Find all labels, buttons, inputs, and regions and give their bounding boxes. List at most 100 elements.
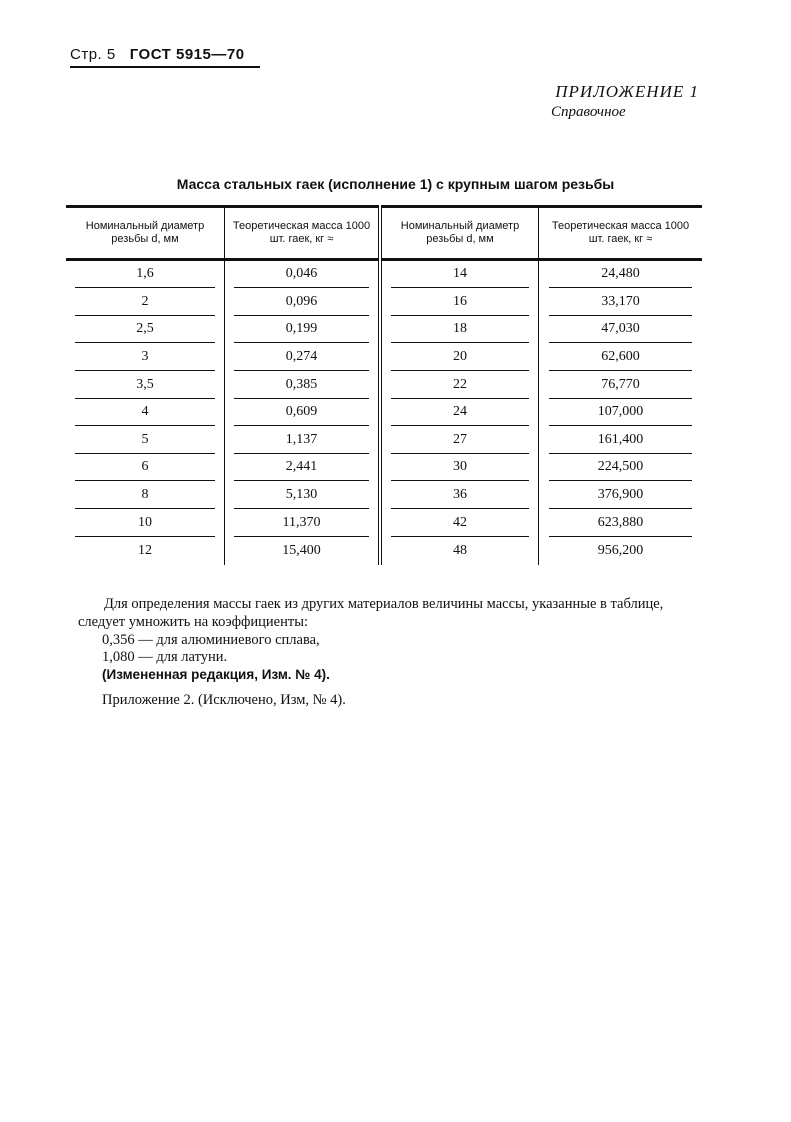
cell-value: 956,200 bbox=[597, 542, 644, 558]
mass-table: Номинальный диаметр резьбы d, мм Теорети… bbox=[66, 205, 702, 565]
cell-value: 1,6 bbox=[75, 261, 215, 289]
page-header: Стр. 5 ГОСТ 5915—70 bbox=[70, 46, 260, 68]
table-cell: 0,274 bbox=[224, 343, 380, 372]
cell-value: 376,900 bbox=[548, 482, 693, 510]
table-cell: 14 bbox=[378, 259, 539, 289]
table-row: 4 0,609 24 107,000 bbox=[66, 398, 702, 427]
table-row: 10 11,370 42 623,880 bbox=[66, 509, 702, 537]
table-cell: 0,046 bbox=[224, 259, 380, 289]
cell-value: 224,500 bbox=[548, 454, 693, 482]
appendix-title: ПРИЛОЖЕНИЕ 1 bbox=[555, 82, 699, 101]
appendix2-note: Приложение 2. (Исключено, Изм, № 4). bbox=[102, 692, 346, 708]
cell-value: 161,400 bbox=[548, 427, 693, 454]
table-row: 2,5 0,199 18 47,030 bbox=[66, 316, 702, 344]
standard-number: ГОСТ 5915—70 bbox=[129, 46, 245, 63]
cell-value: 16 bbox=[391, 289, 529, 316]
table-row: 3 0,274 20 62,600 bbox=[66, 343, 702, 372]
coefficient-aluminium: 0,356 — для алюминиевого сплава, bbox=[102, 632, 320, 648]
table-cell: 0,385 bbox=[224, 371, 380, 399]
table-cell: 1,137 bbox=[224, 426, 380, 455]
table-cell: 33,170 bbox=[538, 288, 702, 317]
table-cell: 0,096 bbox=[224, 288, 380, 317]
cell-value: 0,385 bbox=[234, 372, 369, 399]
cell-value: 1,137 bbox=[234, 427, 369, 454]
cell-value: 0,046 bbox=[234, 261, 369, 289]
table-cell: 24,480 bbox=[538, 259, 702, 289]
cell-value: 36 bbox=[391, 482, 529, 510]
change-note: (Измененная редакция, Изм. № 4). bbox=[102, 667, 330, 682]
table-cell: 2 bbox=[66, 289, 225, 317]
cell-value: 47,030 bbox=[548, 316, 693, 344]
table-title: Масса стальных гаек (исполнение 1) с кру… bbox=[176, 176, 615, 192]
col-header: Номинальный диаметр резьбы d, мм bbox=[66, 205, 225, 261]
cell-value: 5 bbox=[75, 427, 215, 454]
cell-value: 623,880 bbox=[548, 510, 693, 537]
table-cell: 956,200 bbox=[538, 536, 702, 565]
table-cell: 36 bbox=[378, 481, 539, 510]
table-cell: 161,400 bbox=[538, 426, 702, 455]
cell-value: 0,096 bbox=[234, 289, 369, 316]
cell-value: 107,000 bbox=[548, 399, 693, 427]
cell-value: 3,5 bbox=[75, 372, 215, 399]
cell-value: 5,130 bbox=[234, 482, 369, 510]
table-cell: 623,880 bbox=[538, 509, 702, 537]
table-cell: 6 bbox=[66, 454, 225, 482]
cell-value: 2 bbox=[75, 289, 215, 316]
cell-value: 42 bbox=[391, 510, 529, 537]
table-cell: 5 bbox=[66, 427, 225, 455]
cell-value: 2,5 bbox=[75, 316, 215, 344]
cell-value: 76,770 bbox=[548, 372, 693, 399]
table-cell: 42 bbox=[378, 509, 539, 537]
cell-value: 10 bbox=[75, 510, 215, 537]
table-row: 5 1,137 27 161,400 bbox=[66, 426, 702, 455]
table-cell: 22 bbox=[378, 371, 539, 399]
table-cell: 376,900 bbox=[538, 481, 702, 510]
table-cell: 30 bbox=[378, 454, 539, 482]
cell-value: 0,609 bbox=[234, 399, 369, 427]
coefficient-brass: 1,080 — для латуни. bbox=[102, 649, 228, 665]
table-row: 6 2,441 30 224,500 bbox=[66, 454, 702, 482]
table-cell: 12 bbox=[66, 537, 225, 565]
appendix-subtitle: Справочное bbox=[551, 104, 626, 120]
col-header: Номинальный диаметр резьбы d, мм bbox=[378, 205, 539, 261]
table-cell: 2,5 bbox=[66, 316, 225, 344]
table-cell: 3 bbox=[66, 344, 225, 372]
cell-value: 18 bbox=[391, 316, 529, 344]
table-cell: 4 bbox=[66, 399, 225, 427]
cell-value: 62,600 bbox=[548, 344, 693, 372]
table-cell: 62,600 bbox=[538, 343, 702, 372]
cell-value: 33,170 bbox=[548, 289, 693, 316]
table-cell: 24 bbox=[378, 398, 539, 427]
table-cell: 0,609 bbox=[224, 398, 380, 427]
table-cell: 0,199 bbox=[224, 316, 380, 344]
cell-value: 27 bbox=[391, 427, 529, 454]
cell-value: 12 bbox=[138, 542, 152, 558]
cell-value: 24,480 bbox=[548, 261, 693, 289]
cell-value: 20 bbox=[391, 344, 529, 372]
table-cell: 27 bbox=[378, 426, 539, 455]
cell-value: 6 bbox=[75, 454, 215, 482]
cell-value: 0,274 bbox=[234, 344, 369, 372]
table-cell: 20 bbox=[378, 343, 539, 372]
col-header: Теоретическая масса 1000 шт. гаек, кг ≈ bbox=[538, 205, 702, 261]
table-cell: 18 bbox=[378, 316, 539, 344]
table-cell: 107,000 bbox=[538, 398, 702, 427]
cell-value: 22 bbox=[391, 372, 529, 399]
table-cell: 224,500 bbox=[538, 454, 702, 482]
note-paragraph: Для определения массы гаек из других мат… bbox=[78, 596, 664, 630]
col-header: Теоретическая масса 1000 шт. гаек, кг ≈ bbox=[224, 205, 380, 261]
table-row: 3,5 0,385 22 76,770 bbox=[66, 371, 702, 399]
cell-value: 11,370 bbox=[234, 510, 369, 537]
table-cell: 8 bbox=[66, 482, 225, 510]
table-cell: 48 bbox=[378, 536, 539, 565]
table-row: 8 5,130 36 376,900 bbox=[66, 481, 702, 510]
table-cell: 76,770 bbox=[538, 371, 702, 399]
table-cell: 15,400 bbox=[224, 536, 380, 565]
cell-value: 30 bbox=[391, 454, 529, 482]
table-row: 12 15,400 48 956,200 bbox=[66, 536, 702, 565]
cell-value: 3 bbox=[75, 344, 215, 372]
cell-value: 0,199 bbox=[234, 316, 369, 344]
table-row: 1,6 0,046 14 24,480 bbox=[66, 259, 702, 289]
cell-value: 4 bbox=[75, 399, 215, 427]
